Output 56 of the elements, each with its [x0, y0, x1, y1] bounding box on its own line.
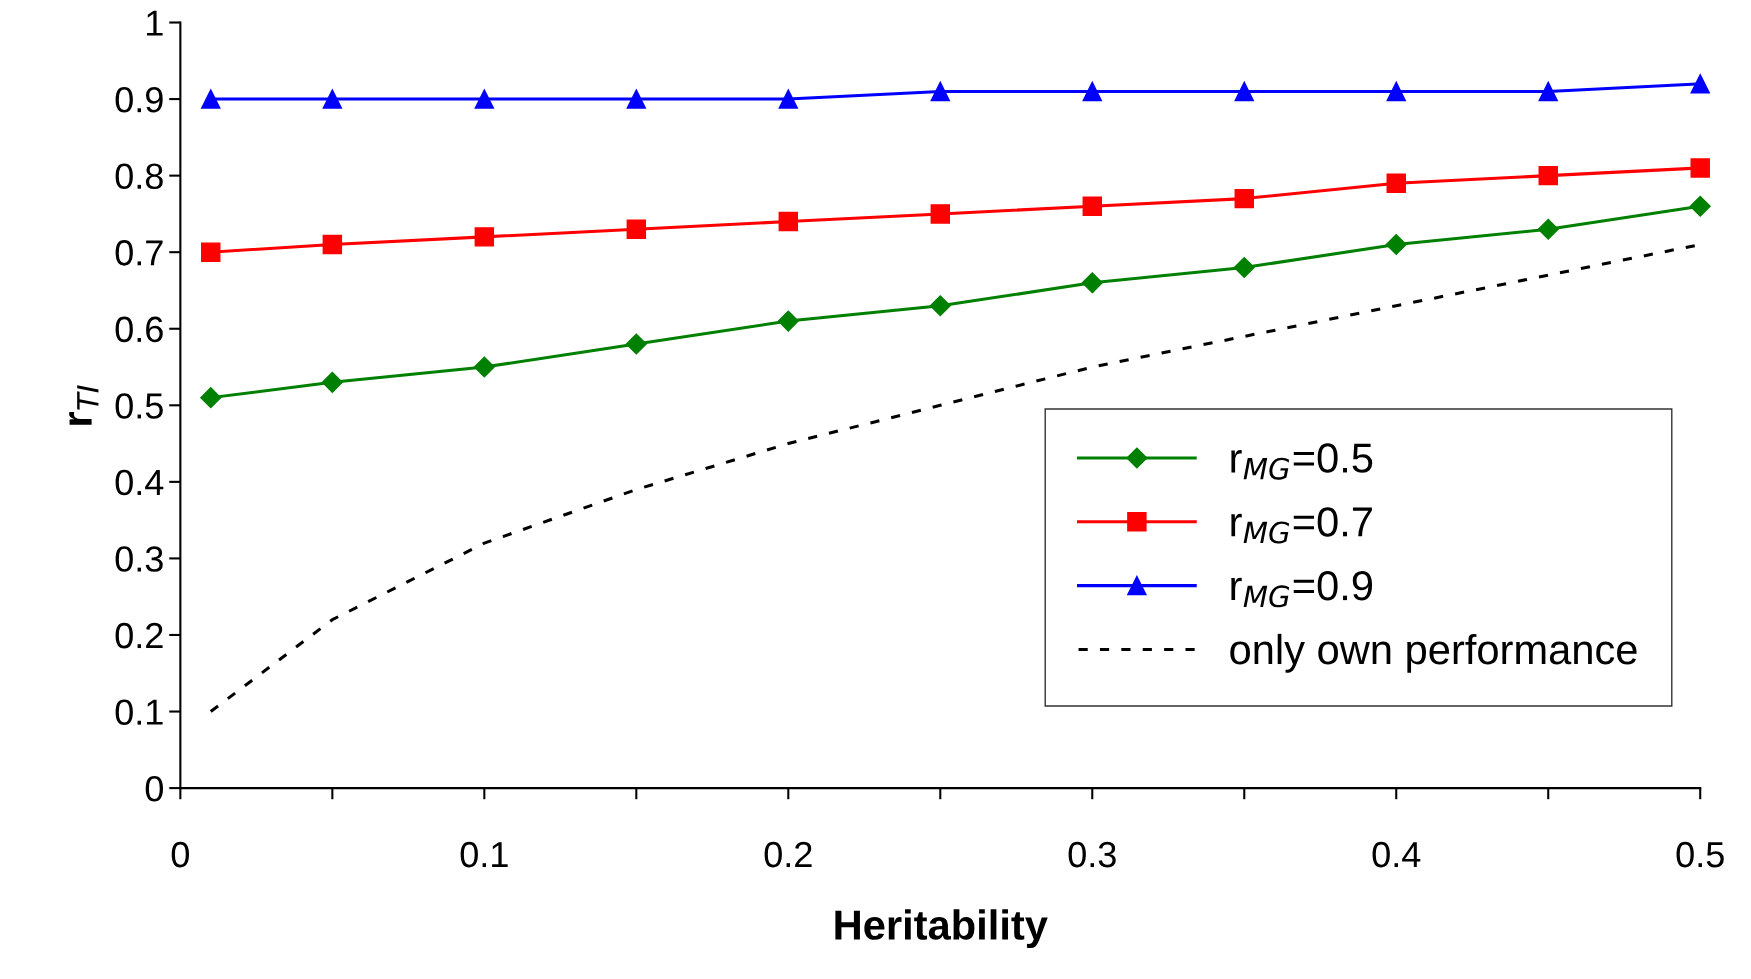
point	[1081, 272, 1103, 294]
y-tick-label: 0.9	[115, 86, 163, 113]
point	[778, 89, 799, 109]
y-axis-title: r$_{TI}$	[69, 385, 99, 425]
x-tick-label: 0.3	[1068, 841, 1116, 868]
point	[474, 227, 495, 247]
legend-label: r$_{MG}$=0.9	[1231, 571, 1373, 608]
point	[201, 242, 221, 262]
point	[201, 89, 221, 109]
point	[1386, 81, 1406, 102]
y-tick-label: 0.3	[115, 546, 163, 572]
x-tick-label: 0.2	[764, 841, 812, 868]
x-tick-label: 0.5	[1676, 841, 1724, 868]
point	[1082, 81, 1102, 102]
point	[1234, 188, 1254, 209]
point	[1234, 81, 1254, 102]
point	[929, 295, 951, 317]
point	[626, 89, 647, 109]
point	[1233, 256, 1255, 279]
point	[625, 333, 647, 355]
point	[1690, 158, 1710, 178]
y-tick-label: 0.2	[115, 622, 163, 649]
point	[1386, 173, 1406, 194]
point	[474, 89, 495, 109]
point	[1690, 74, 1710, 94]
point	[930, 81, 951, 102]
x-tick-label: 0	[171, 841, 189, 868]
point	[626, 219, 647, 239]
legend-label: r$_{MG}$=0.5	[1231, 443, 1373, 480]
y-tick-label: 0.4	[115, 469, 164, 496]
y-tick-label: 0.1	[115, 699, 163, 725]
point	[1537, 218, 1559, 240]
x-axis-title: Heritability	[835, 909, 1048, 949]
legend-label: only own performance	[1230, 633, 1637, 673]
point	[777, 310, 799, 332]
point	[200, 387, 222, 409]
point	[322, 89, 343, 109]
point	[321, 371, 343, 393]
point	[1082, 196, 1102, 216]
y-tick-label: 0.6	[115, 316, 163, 343]
y-tick-label: 0.7	[115, 240, 163, 266]
y-tick-label: 0.5	[115, 393, 163, 419]
x-tick-label: 0.4	[1372, 841, 1421, 868]
legend-label: r$_{MG}$=0.7	[1231, 507, 1372, 544]
y-tick-label: 0	[145, 775, 163, 802]
point	[1689, 195, 1711, 217]
point	[1538, 165, 1558, 186]
y-tick-label: 0.8	[115, 163, 163, 190]
point	[930, 204, 951, 224]
y-tick-label: 1	[147, 10, 163, 36]
point	[322, 234, 343, 255]
point	[1538, 81, 1558, 102]
point	[1385, 234, 1407, 256]
point	[473, 356, 495, 378]
point	[778, 211, 799, 232]
x-tick-label: 0.1	[460, 841, 508, 868]
